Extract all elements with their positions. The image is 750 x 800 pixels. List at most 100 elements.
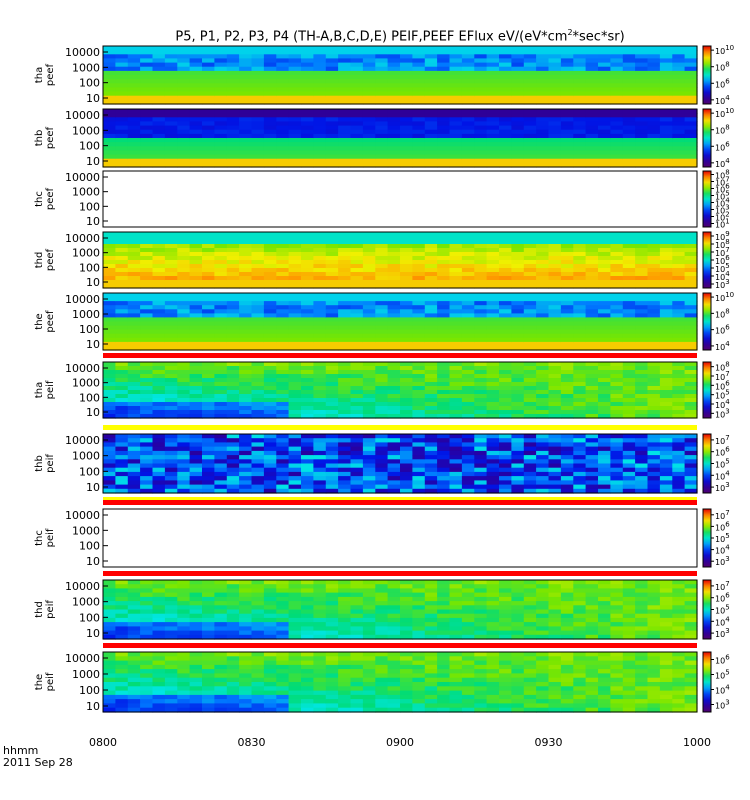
spectrogram-cell <box>127 617 141 623</box>
spectrogram-cell <box>127 260 141 265</box>
spectrogram-cell <box>313 488 327 494</box>
spectrogram-cell <box>387 410 401 415</box>
spectrogram-cell <box>659 117 673 122</box>
spectrogram-cell <box>226 301 240 306</box>
spectrogram-cell <box>486 305 500 310</box>
colorbar-tick-label: 107 <box>715 580 730 592</box>
spectrogram-cell <box>375 46 389 51</box>
spectrogram-cell <box>140 398 154 403</box>
spectrogram-cell <box>115 240 129 245</box>
spectrogram-cell <box>127 596 141 602</box>
spectrogram-cell <box>672 244 686 249</box>
spectrogram-cell <box>511 83 525 88</box>
spectrogram-cell <box>202 588 215 594</box>
spectrogram-cell <box>511 609 525 615</box>
spectrogram-cell <box>560 146 574 151</box>
spectrogram-cell <box>288 386 302 391</box>
spectrogram-cell <box>226 382 240 387</box>
spectrogram-cell <box>511 390 525 395</box>
spectrogram-cell <box>189 79 203 84</box>
spectrogram-cell <box>214 634 228 640</box>
spectrogram-cell <box>511 410 525 415</box>
spectrogram-cell <box>659 480 673 486</box>
spectrogram-cell <box>610 95 624 101</box>
spectrogram-cell <box>585 341 599 347</box>
spectrogram-cell <box>523 390 537 395</box>
spectrogram-cell <box>103 309 116 314</box>
spectrogram-cell <box>412 434 426 439</box>
spectrogram-cell <box>573 386 587 391</box>
spectrogram-cell <box>474 321 488 327</box>
spectrogram-cell <box>288 264 302 269</box>
spectrogram-cell <box>523 301 537 306</box>
spectrogram-cell <box>511 398 525 403</box>
spectrogram-cell <box>115 83 129 88</box>
spectrogram-cell <box>189 75 203 80</box>
spectrogram-cell <box>647 133 661 139</box>
spectrogram-cell <box>548 362 562 367</box>
colorbar-tick-label: 106 <box>715 183 730 195</box>
spectrogram-cell <box>127 325 141 331</box>
spectrogram-cell <box>474 268 488 273</box>
spectrogram-cell <box>684 438 698 443</box>
spectrogram-cell <box>202 630 215 636</box>
spectrogram-cell <box>189 362 203 367</box>
spectrogram-cell <box>325 276 339 281</box>
spectrogram-cell <box>461 75 475 80</box>
spectrogram-cell <box>560 244 574 249</box>
spectrogram-cell <box>177 313 191 319</box>
spectrogram-cell <box>127 386 141 391</box>
spectrogram-cell <box>474 150 488 156</box>
colorbar-tick-label: 104 <box>715 197 730 209</box>
spectrogram-cell <box>202 613 215 619</box>
spectrogram-cell <box>375 121 389 127</box>
spectrogram-cell <box>239 634 253 640</box>
spectrogram-cell <box>622 605 636 611</box>
spectrogram-cell <box>325 390 339 395</box>
spectrogram-cell <box>140 656 154 662</box>
spectrogram-cell <box>622 62 636 68</box>
spectrogram-cell <box>103 677 116 683</box>
spectrogram-cell <box>239 133 253 139</box>
spectrogram-cell <box>140 471 154 477</box>
spectrogram-cell <box>103 117 116 122</box>
spectrogram-cell <box>585 260 599 265</box>
spectrogram-cell <box>103 673 116 679</box>
spectrogram-cell <box>301 455 314 460</box>
spectrogram-cell <box>449 70 463 76</box>
spectrogram-cell <box>239 99 253 105</box>
spectrogram-cell <box>635 337 649 343</box>
spectrogram-cell <box>177 613 191 619</box>
spectrogram-cell <box>684 463 698 469</box>
spectrogram-cell <box>659 125 673 131</box>
spectrogram-cell <box>585 236 599 241</box>
spectrogram-cell <box>127 305 141 310</box>
spectrogram-cell <box>202 256 215 261</box>
spectrogram-cell <box>511 301 525 306</box>
spectrogram-cell <box>202 446 215 452</box>
spectrogram-cell <box>362 613 376 619</box>
spectrogram-cell <box>400 75 413 80</box>
spectrogram-cell <box>251 260 265 265</box>
spectrogram-cell <box>598 617 611 623</box>
spectrogram-cell <box>449 62 463 68</box>
spectrogram-cell <box>226 386 240 391</box>
spectrogram-cell <box>239 276 253 281</box>
spectrogram-cell <box>115 394 129 399</box>
spectrogram-cell <box>214 337 228 343</box>
spectrogram-cell <box>350 622 364 627</box>
spectrogram-cell <box>461 402 475 407</box>
spectrogram-cell <box>560 260 574 265</box>
spectrogram-cell <box>375 394 389 399</box>
spectrogram-cell <box>437 46 451 51</box>
spectrogram-cell <box>387 588 401 594</box>
spectrogram-cell <box>424 402 438 407</box>
spectrogram-cell <box>400 442 413 448</box>
spectrogram-cell <box>437 268 451 273</box>
spectrogram-cell <box>152 276 166 281</box>
spectrogram-cell <box>684 99 698 105</box>
spectrogram-cell <box>511 588 525 594</box>
spectrogram-cell <box>659 58 673 64</box>
spectrogram-cell <box>239 142 253 147</box>
spectrogram-cell <box>325 272 339 277</box>
